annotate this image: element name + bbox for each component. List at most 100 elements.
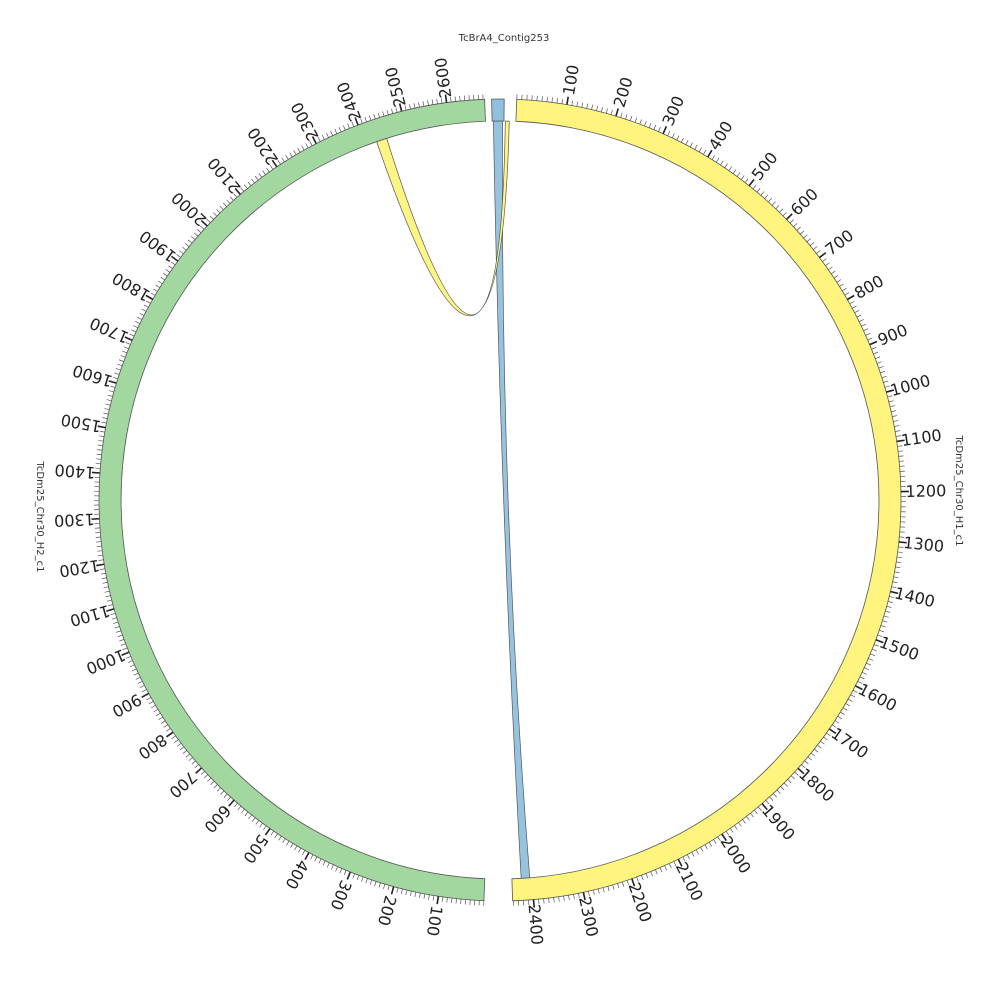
major-tick-h1 (854, 685, 863, 691)
tick-label-h1: 900 (875, 320, 911, 349)
segment-bands (98, 98, 902, 902)
tick-label-h1: 1800 (795, 764, 838, 805)
major-tick-h2 (124, 336, 133, 341)
tick-label-h2: 2400 (333, 79, 365, 124)
major-tick-h1 (677, 858, 683, 867)
tick-label-h1: 2300 (575, 895, 602, 939)
tick-label-h2: 1300 (54, 509, 96, 530)
tick-label-h1: 1100 (900, 425, 943, 450)
tick-label-h2: 800 (135, 730, 171, 763)
tick-label-h2: 1200 (58, 556, 101, 581)
tick-label-h1: 300 (658, 93, 688, 129)
major-tick-h2 (444, 94, 448, 103)
major-tick-h1 (748, 178, 755, 187)
tick-label-h1: 1400 (893, 583, 937, 611)
segment-name-contig: TcBrA4_Contig253 (458, 33, 550, 44)
tick-label-h2: 600 (200, 801, 234, 836)
tick-label-h1: 2400 (524, 903, 546, 945)
major-tick-h1 (846, 294, 855, 301)
segment-ticks (91, 94, 909, 908)
major-tick-h1 (631, 878, 636, 887)
major-tick-h2 (108, 380, 117, 384)
major-tick-h1 (721, 833, 728, 842)
tick-label-h1: 200 (610, 75, 637, 110)
major-tick-h2 (106, 608, 115, 612)
tick-label-h2: 2600 (431, 56, 455, 99)
tick-label-h1: 1700 (828, 724, 872, 763)
major-tick-h2 (271, 159, 278, 168)
tick-label-h1: 800 (851, 271, 887, 303)
tick-label-h2: 2300 (287, 99, 323, 144)
segment-name-h1: TcDm25_Chr30_H1_c1 (953, 435, 964, 547)
tick-label-h2: 900 (109, 690, 145, 721)
major-tick-h1 (890, 590, 899, 595)
major-tick-h2 (234, 187, 241, 195)
tick-label-h1: 1600 (855, 680, 900, 716)
tick-label-h1: 1000 (888, 371, 932, 400)
major-tick-h2 (390, 886, 395, 895)
major-tick-h2 (91, 471, 100, 474)
tick-label-h1: 100 (559, 63, 583, 96)
tick-label-h2: 1500 (59, 410, 102, 436)
tick-label-h2: 400 (281, 857, 312, 893)
major-tick-h1 (886, 389, 895, 393)
major-tick-h2 (304, 852, 310, 860)
tick-label-h1: 2200 (624, 880, 655, 925)
major-tick-h2 (141, 692, 150, 698)
tick-label-h2: 1600 (70, 361, 114, 391)
major-tick-h2 (171, 255, 179, 262)
segment-band-h1 (511, 98, 902, 902)
tick-label-h2: 1400 (54, 460, 96, 482)
tick-label-h1: 1500 (877, 632, 922, 664)
major-tick-h2 (398, 103, 403, 112)
major-tick-h2 (96, 563, 105, 567)
tick-label-h1: 2000 (717, 833, 755, 877)
tick-label-h2: 1700 (87, 313, 132, 347)
major-tick-h1 (818, 252, 827, 259)
major-tick-h2 (354, 117, 359, 126)
tick-label-h1: 1900 (758, 801, 799, 844)
tick-label-h1: 2100 (672, 859, 707, 904)
tick-label-h2: 2200 (244, 124, 282, 168)
minor-ticks-h1 (513, 94, 907, 906)
major-tick-h2 (264, 828, 271, 836)
major-tick-h1 (662, 126, 668, 134)
major-tick-h1 (898, 541, 907, 544)
tick-label-h2: 2100 (204, 154, 245, 197)
segment-band-contig (491, 98, 505, 122)
major-tick-h2 (311, 136, 317, 144)
major-tick-h1 (566, 96, 569, 105)
tick-label-h1: 400 (705, 118, 737, 154)
major-tick-h1 (761, 803, 768, 811)
major-tick-h2 (145, 294, 154, 301)
tick-label-h1: 1300 (902, 533, 944, 556)
tick-label-h2: 200 (374, 893, 400, 927)
tick-label-h1: 1200 (905, 481, 946, 501)
major-tick-h1 (896, 439, 905, 443)
tick-label-h2: 100 (423, 904, 446, 937)
tick-label-h2: 300 (326, 877, 355, 912)
major-tick-h2 (121, 651, 130, 656)
major-tick-h2 (436, 896, 440, 905)
link-ribbon-h1-h2 (376, 120, 510, 317)
major-tick-h1 (875, 639, 884, 644)
link-ribbon-contig-h1 (493, 120, 531, 879)
link-ribbons (376, 120, 531, 879)
tick-label-h2: 2500 (381, 65, 409, 109)
minor-ticks-h2 (94, 94, 485, 906)
major-tick-h1 (707, 149, 713, 158)
tick-label-h2: 2000 (168, 188, 211, 230)
tick-label-h2: 1800 (109, 268, 154, 305)
major-tick-h1 (532, 899, 536, 908)
major-tick-h2 (346, 871, 352, 880)
tick-label-h1: 700 (821, 226, 857, 260)
major-tick-h2 (195, 767, 203, 774)
segment-band-h2 (98, 98, 486, 902)
major-tick-h2 (228, 799, 235, 807)
major-tick-h1 (869, 340, 878, 346)
major-tick-h1 (785, 213, 793, 221)
tick-label-h2: 500 (239, 831, 272, 867)
tick-label-h2: 1000 (83, 645, 128, 678)
major-tick-h1 (828, 728, 837, 735)
